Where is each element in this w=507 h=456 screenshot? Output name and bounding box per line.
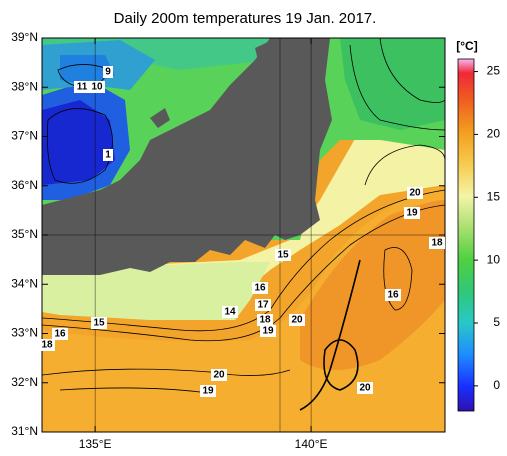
contour-label-bg	[89, 81, 105, 93]
contour-label: 16	[254, 283, 266, 294]
contour-label: 10	[91, 82, 103, 93]
contour-label-bg	[211, 369, 227, 381]
contour-label: 11	[77, 82, 88, 93]
contour-label: 18	[259, 315, 271, 326]
contour-label-bg	[289, 314, 305, 326]
contour-label: 14	[224, 307, 236, 318]
contour-label: 18	[431, 238, 443, 249]
contour-label: 9	[105, 67, 111, 78]
contour-label-bg	[385, 289, 401, 301]
lat-label: 39°N	[11, 30, 38, 44]
contour-label: 19	[406, 208, 418, 219]
contour-label: 20	[359, 383, 371, 394]
contour-label: 17	[257, 300, 269, 311]
colorbar-label: 10	[487, 252, 501, 266]
contour-label: 16	[387, 290, 399, 301]
contour-label: 19	[202, 386, 214, 397]
map-area	[42, 38, 445, 432]
lat-label: 37°N	[11, 129, 38, 143]
lat-label: 33°N	[11, 326, 38, 340]
lon-label: 140°E	[295, 437, 328, 451]
colorbar-unit: [°C]	[456, 39, 477, 53]
lat-label: 31°N	[11, 424, 38, 438]
contour-label-bg	[357, 382, 373, 394]
colorbar-label: 0	[493, 378, 500, 392]
lat-label: 34°N	[11, 276, 38, 290]
contour-label-bg	[255, 299, 271, 311]
contour-label: 20	[291, 315, 303, 326]
colorbar-label: 20	[487, 127, 501, 141]
contour-label: 15	[93, 318, 105, 329]
contour-label-bg	[222, 306, 238, 318]
contour-label-bg	[103, 66, 113, 78]
contour-label-bg	[252, 282, 268, 294]
contour-label: 15	[277, 250, 289, 261]
contour-label-bg	[74, 81, 90, 93]
contour-label-bg	[200, 385, 216, 397]
contour-label-bg	[404, 207, 420, 219]
lon-label: 135°E	[79, 437, 112, 451]
lat-label: 35°N	[11, 227, 38, 241]
lat-label: 36°N	[11, 178, 38, 192]
contour-label-bg	[260, 325, 276, 337]
contour-label: 20	[213, 370, 225, 381]
colorbar-label: 25	[487, 64, 501, 78]
lat-label: 32°N	[11, 375, 38, 389]
colorbar	[457, 58, 475, 412]
contour-label-bg	[39, 339, 55, 351]
contour-label: 1	[105, 150, 111, 161]
contour-label-bg	[407, 187, 423, 199]
contour-label-bg	[257, 314, 273, 326]
contour-label-bg	[275, 249, 291, 261]
contour-label-bg	[91, 317, 107, 329]
contour-label: 19	[262, 326, 274, 337]
lat-label: 38°N	[11, 79, 38, 93]
contour-label: 20	[409, 188, 421, 199]
title: Daily 200m temperatures 19 Jan. 2017.	[114, 10, 377, 27]
colorbar-label: 15	[487, 189, 501, 203]
contour-label: 16	[54, 329, 66, 340]
colorbar-label: 5	[493, 315, 500, 329]
contour-label: 18	[41, 340, 53, 351]
contour-label-bg	[52, 328, 68, 340]
contour-label-bg	[103, 149, 113, 161]
contour-label-bg	[429, 237, 445, 249]
